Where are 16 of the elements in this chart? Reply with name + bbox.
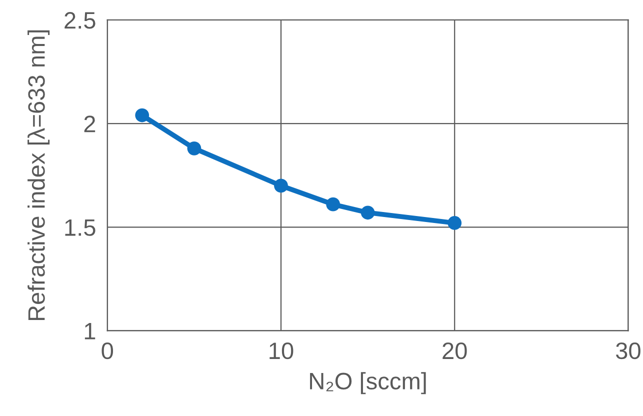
x-tick-label: 10: [270, 342, 294, 360]
y-tick-label: 1.5: [65, 219, 96, 236]
point: [326, 197, 340, 212]
x-axis-title: N₂O [sccm]: [310, 372, 426, 394]
y-tick-label: 1: [84, 323, 96, 340]
x-tick-label: 0: [102, 342, 114, 360]
point: [135, 108, 150, 122]
y-tick-label: 2: [84, 116, 96, 132]
point: [187, 141, 202, 156]
point: [360, 206, 375, 220]
x-tick-label: 30: [616, 342, 640, 360]
x-tick-label: 20: [442, 342, 467, 360]
point: [274, 178, 288, 193]
y-tick-label: 2.5: [64, 12, 96, 29]
y-axis-title: Refractive index [λ=633 nm]: [28, 30, 50, 320]
point: [448, 216, 462, 230]
